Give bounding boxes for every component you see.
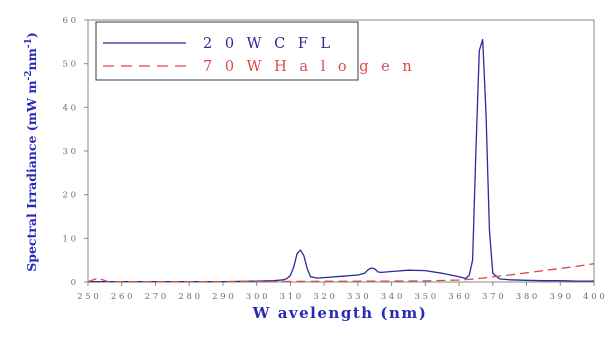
legend-box xyxy=(95,21,359,81)
x-tick-label: 3 4 0 xyxy=(381,292,403,302)
x-axis-ticks: 2 5 0 2 6 0 2 7 0 2 8 0 2 9 0 3 0 0 3 1 0 3 2 0… xyxy=(77,282,605,302)
y-tick-label: 3 0 xyxy=(62,147,76,157)
y-axis-title-mid: nm xyxy=(24,48,39,70)
y-axis-ticks: 0 1 0 2 0 3 0 4 0 5 0 6 0 xyxy=(62,16,88,288)
x-tick-label: 3 3 0 xyxy=(347,292,369,302)
x-tick-label: 3 1 0 xyxy=(280,292,302,302)
y-tick-label: 1 0 xyxy=(62,234,76,244)
y-tick-label: 5 0 xyxy=(62,60,76,70)
x-tick-label: 3 9 0 xyxy=(549,292,571,302)
y-tick-label: 2 0 xyxy=(62,191,76,201)
x-tick-label: 3 8 0 xyxy=(516,292,538,302)
y-axis-title-main: Spectral Irradiance (mW m xyxy=(24,80,39,271)
x-tick-label: 3 2 0 xyxy=(313,292,335,302)
y-axis-title-sup1: -2 xyxy=(24,70,34,80)
x-tick-label: 3 0 0 xyxy=(246,292,268,302)
x-tick-label: 2 6 0 xyxy=(111,292,133,302)
x-tick-label: 4 0 0 xyxy=(583,292,605,302)
y-tick-label: 0 xyxy=(71,278,76,288)
x-tick-label: 3 7 0 xyxy=(482,292,504,302)
series-line-cfl xyxy=(88,38,594,283)
x-axis-title: W avelength (nm) xyxy=(252,304,428,322)
y-axis-title-end: ) xyxy=(24,32,39,38)
x-tick-label: 2 8 0 xyxy=(178,292,200,302)
x-tick-label: 3 5 0 xyxy=(415,292,437,302)
series-lines xyxy=(87,38,595,283)
x-tick-label: 2 7 0 xyxy=(145,292,167,302)
legend: 2 0 W C F L 7 0 W H a l o g e n xyxy=(95,21,416,81)
y-tick-label: 6 0 xyxy=(62,16,76,26)
legend-label-halogen: 7 0 W H a l o g e n xyxy=(203,59,416,75)
y-tick-label: 4 0 xyxy=(62,103,76,113)
y-axis-title-sup2: -1 xyxy=(24,38,34,48)
series-line-halogen xyxy=(87,263,595,283)
x-tick-label: 2 5 0 xyxy=(77,292,99,302)
x-tick-label: 2 9 0 xyxy=(212,292,234,302)
legend-label-cfl: 2 0 W C F L xyxy=(203,36,334,52)
y-axis-title: Spectral Irradiance (mW m-2nm-1) xyxy=(24,32,39,272)
x-tick-label: 3 6 0 xyxy=(448,292,470,302)
